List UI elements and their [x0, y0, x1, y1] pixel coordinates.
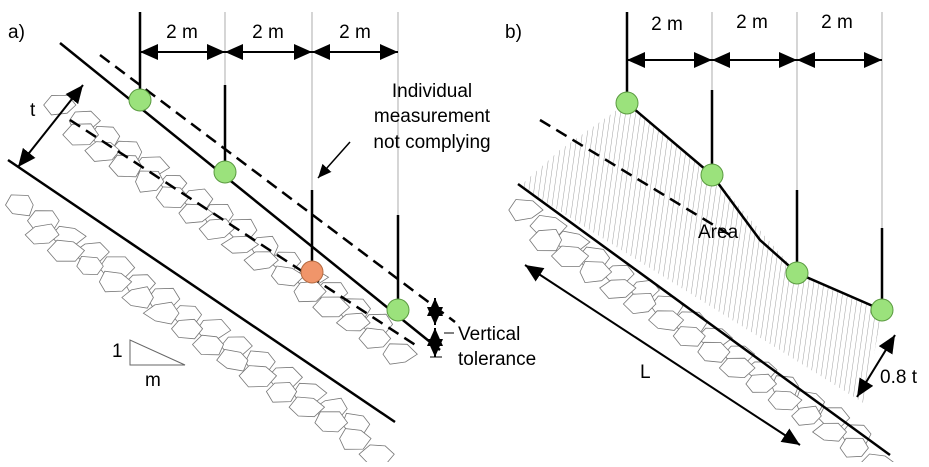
rock [136, 171, 164, 192]
spacing: 2 m [339, 22, 371, 43]
annotation: measurement [374, 106, 491, 127]
rock [44, 95, 76, 115]
spacing: 2 m [166, 22, 198, 43]
rock [109, 155, 142, 177]
spacing: 2 m [821, 12, 853, 33]
tolerance: Vertical [458, 324, 520, 345]
area-label: Area [698, 222, 739, 243]
annotation: Individual [392, 81, 472, 102]
slope-run: m [145, 370, 161, 391]
rock [600, 280, 636, 299]
diagram: a) 2 m 2 m 2 m t Individual measurement … [0, 0, 929, 462]
rock [122, 287, 153, 309]
spacing: 2 m [736, 12, 768, 33]
rock [860, 454, 896, 462]
rock [340, 429, 371, 450]
rock [315, 412, 348, 432]
rocks [6, 95, 418, 462]
rock [25, 224, 59, 244]
length-label: L [640, 362, 651, 383]
surface [60, 43, 440, 350]
rock [746, 374, 777, 392]
rock [6, 195, 34, 216]
rock [840, 438, 868, 457]
rock [266, 383, 296, 403]
rock [172, 319, 203, 339]
rock [383, 344, 417, 364]
rock [698, 342, 730, 362]
spacing: 2 m [252, 22, 284, 43]
rock [580, 262, 612, 283]
tolerance: tolerance [458, 349, 536, 370]
rock [768, 391, 802, 410]
rock [530, 229, 562, 250]
spacing: 2 m [651, 14, 683, 35]
slope-rise: 1 [112, 341, 123, 362]
rock [623, 293, 656, 313]
thickness: t [30, 100, 36, 121]
thickness: 0.8 t [880, 367, 918, 388]
rock [199, 219, 234, 240]
annotation: not complying [373, 132, 490, 153]
rock [156, 187, 189, 208]
rock [244, 252, 278, 270]
panel-label: b) [505, 22, 522, 43]
panel-label: a) [8, 22, 25, 43]
rock [792, 406, 822, 425]
